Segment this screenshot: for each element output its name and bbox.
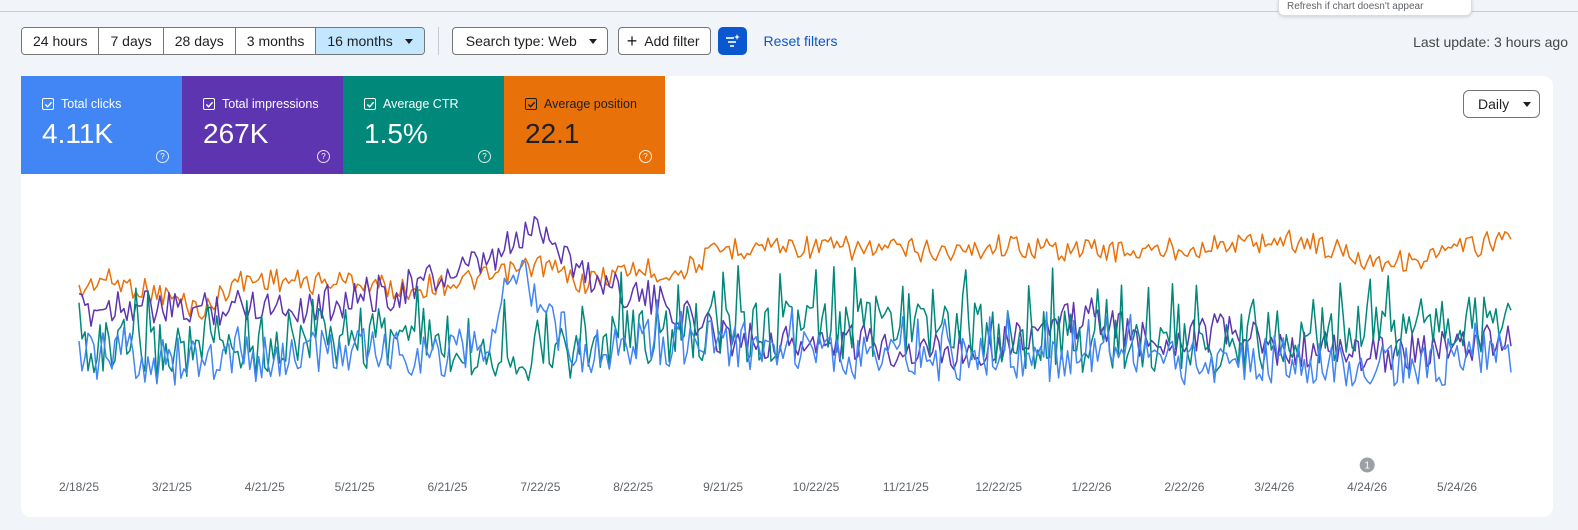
x-tick-label: 3/24/26 [1254, 480, 1294, 494]
metric-total-impressions[interactable]: Total impressions 267K ? [182, 76, 343, 174]
range-7-days[interactable]: 7 days [99, 28, 164, 54]
search-type-label: Search type: Web [465, 33, 577, 49]
x-tick-label: 1/22/26 [1072, 480, 1112, 494]
metric-value: 1.5% [364, 118, 428, 149]
tooltip-text: Refresh if chart doesn't appear [1287, 1, 1424, 12]
add-filter-label: Add filter [644, 33, 700, 49]
help-icon[interactable]: ? [156, 150, 169, 163]
series-line-total-clicks [78, 259, 1512, 387]
checkbox-icon[interactable] [203, 98, 215, 110]
range-16-months[interactable]: 16 months [316, 28, 424, 54]
checkbox-icon[interactable] [364, 98, 376, 110]
metric-average-ctr[interactable]: Average CTR 1.5% ? [343, 76, 504, 174]
metric-label: Total clicks [61, 97, 122, 111]
annotation-marker[interactable]: 1 [1359, 457, 1375, 473]
x-tick-label: 5/24/26 [1437, 480, 1477, 494]
date-range-selector: 24 hours 7 days 28 days 3 months 16 mont… [21, 27, 425, 55]
filter-toolbar: 24 hours 7 days 28 days 3 months 16 mont… [21, 27, 837, 55]
checkbox-icon[interactable] [525, 98, 537, 110]
filter-settings-button[interactable] [717, 27, 747, 55]
range-28-days[interactable]: 28 days [163, 28, 236, 54]
chevron-down-icon [1523, 101, 1532, 107]
x-tick-label: 5/21/25 [335, 480, 375, 494]
x-tick-label: 10/22/25 [793, 480, 840, 494]
search-type-dropdown[interactable]: Search type: Web [451, 27, 608, 55]
x-tick-label: 4/24/26 [1347, 480, 1387, 494]
metric-value: 4.11K [42, 118, 114, 149]
add-filter-button[interactable]: + Add filter [617, 27, 711, 55]
chevron-down-icon [588, 38, 597, 44]
metric-average-position[interactable]: Average position 22.1 ? [504, 76, 665, 174]
toolbar-divider [437, 27, 439, 55]
x-tick-label: 8/22/25 [613, 480, 653, 494]
help-icon[interactable]: ? [639, 150, 652, 163]
top-divider [0, 11, 1578, 12]
metric-tiles: Total clicks 4.11K ? Total impressions 2… [21, 76, 665, 174]
performance-chart: 2/18/25 3/21/25 4/21/25 5/21/25 6/21/25 7/22/… [59, 215, 1512, 494]
metric-value: 267K [203, 118, 269, 149]
metric-label: Average position [544, 97, 637, 111]
range-24-hours[interactable]: 24 hours [22, 28, 100, 54]
x-tick-label: 9/21/25 [703, 480, 743, 494]
x-tick-label: 2/18/25 [59, 480, 99, 494]
x-tick-label: 6/21/25 [427, 480, 467, 494]
x-tick-label: 3/21/25 [152, 480, 192, 494]
refresh-tooltip: Refresh if chart doesn't appear [1278, 0, 1472, 16]
range-3-months[interactable]: 3 months [235, 28, 317, 54]
checkbox-icon[interactable] [42, 98, 54, 110]
plus-icon: + [626, 31, 638, 51]
x-tick-label: 12/22/25 [975, 480, 1022, 494]
x-tick-label: 2/22/26 [1164, 480, 1204, 494]
metric-label: Average CTR [383, 97, 459, 111]
granularity-dropdown[interactable]: Daily [1463, 90, 1540, 118]
performance-card: 2/18/25 3/21/25 4/21/25 5/21/25 6/21/25 7/22/… [21, 76, 1553, 517]
filter-sparkle-icon [726, 34, 741, 47]
last-update-text: Last update: 3 hours ago [1413, 34, 1568, 50]
metric-total-clicks[interactable]: Total clicks 4.11K ? [21, 76, 182, 174]
range-16-months-label: 16 months [327, 33, 393, 49]
x-tick-label: 4/21/25 [245, 480, 285, 494]
metric-value: 22.1 [525, 118, 580, 149]
help-icon[interactable]: ? [478, 150, 491, 163]
metric-label: Total impressions [222, 97, 319, 111]
reset-filters-link[interactable]: Reset filters [763, 33, 838, 49]
annotation-count: 1 [1364, 461, 1370, 472]
series-line-average-position [78, 229, 1512, 320]
granularity-label: Daily [1478, 96, 1510, 112]
help-icon[interactable]: ? [317, 150, 330, 163]
x-tick-label: 11/21/25 [883, 480, 929, 494]
chevron-down-icon [404, 38, 413, 44]
x-tick-label: 7/22/25 [520, 480, 560, 494]
